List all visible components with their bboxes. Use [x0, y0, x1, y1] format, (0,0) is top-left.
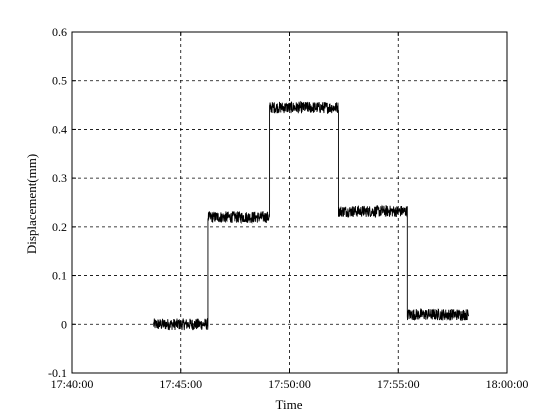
y-axis-title: Displacement(mm): [24, 154, 39, 254]
series-layer: [153, 100, 470, 331]
y-tick-label: 0.2: [52, 220, 67, 234]
x-tick-label: 17:40:00: [51, 377, 94, 391]
y-tick-label: 0.1: [52, 269, 67, 283]
tick-layer: -0.1 0 0.1 0.2 0.3 0.4 0.5 0.6 17:40:00 17:45:00 1…: [48, 25, 528, 391]
x-axis-title: Time: [276, 397, 303, 412]
y-tick-label: 0.4: [52, 122, 67, 136]
y-tick-label: -0.1: [48, 366, 67, 380]
grid-layer: [72, 32, 507, 373]
y-tick-label: 0.5: [52, 74, 67, 88]
y-tick-label: 0.3: [52, 171, 67, 185]
y-tick-label: 0: [61, 317, 67, 331]
x-tick-label: 18:00:00: [486, 377, 529, 391]
displacement-series-line: [153, 100, 470, 331]
y-tick-label: 0.6: [52, 25, 67, 39]
x-tick-label: 17:50:00: [268, 377, 311, 391]
x-tick-label: 17:45:00: [159, 377, 202, 391]
x-tick-label: 17:55:00: [377, 377, 420, 391]
